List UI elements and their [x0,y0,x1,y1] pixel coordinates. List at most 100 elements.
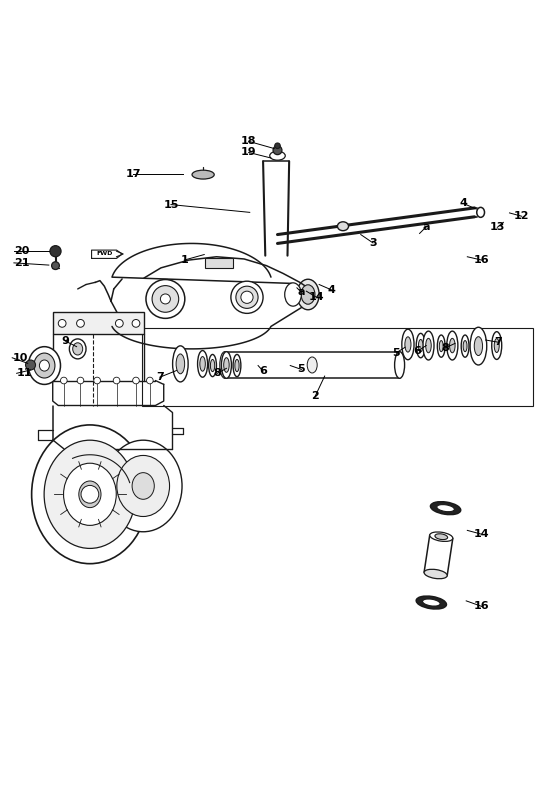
Ellipse shape [461,335,469,357]
Ellipse shape [440,341,443,352]
Ellipse shape [437,335,445,357]
Text: 18: 18 [241,136,256,146]
Ellipse shape [231,281,263,313]
Text: 9: 9 [62,336,69,346]
Ellipse shape [192,170,214,179]
Text: 4: 4 [328,285,336,295]
Ellipse shape [405,337,411,352]
Circle shape [113,377,120,384]
Circle shape [77,377,84,384]
Ellipse shape [44,440,135,548]
Ellipse shape [418,340,423,352]
Text: 16: 16 [474,602,490,611]
Text: 4: 4 [460,199,467,208]
Ellipse shape [173,345,188,382]
Circle shape [26,360,36,370]
Ellipse shape [152,285,179,312]
Ellipse shape [210,359,215,371]
Text: 5: 5 [392,348,400,358]
Text: 7: 7 [495,337,502,347]
Text: 14: 14 [309,292,324,303]
Circle shape [50,246,61,257]
Text: 6: 6 [259,366,267,376]
Ellipse shape [422,599,440,606]
Ellipse shape [463,341,467,352]
Text: 21: 21 [14,258,29,268]
Text: 8: 8 [442,343,450,353]
Ellipse shape [285,283,301,307]
Circle shape [275,143,280,148]
Circle shape [52,262,59,269]
Text: 10: 10 [12,353,28,363]
Ellipse shape [146,280,185,319]
Ellipse shape [435,534,448,539]
Ellipse shape [176,354,185,374]
Text: 1: 1 [180,255,188,265]
Ellipse shape [224,358,229,372]
Ellipse shape [160,294,170,304]
Text: 5: 5 [297,364,305,375]
Circle shape [81,486,99,503]
Ellipse shape [337,221,349,230]
Text: 17: 17 [125,169,141,178]
Text: 2: 2 [311,391,319,401]
Ellipse shape [241,291,253,303]
Ellipse shape [233,354,241,376]
Ellipse shape [395,352,405,378]
Ellipse shape [198,350,208,377]
Text: 16: 16 [474,255,490,265]
Ellipse shape [301,285,315,304]
Circle shape [147,377,153,384]
Ellipse shape [209,354,216,376]
Ellipse shape [200,357,205,371]
Polygon shape [205,259,233,268]
Ellipse shape [492,332,502,359]
Ellipse shape [431,502,461,515]
Ellipse shape [423,331,434,360]
Ellipse shape [236,286,258,308]
Ellipse shape [270,152,285,161]
Text: FWD: FWD [96,251,113,256]
Text: a: a [297,287,305,297]
Ellipse shape [297,279,319,310]
Text: 8: 8 [214,368,221,378]
Ellipse shape [495,339,500,353]
Text: 20: 20 [14,247,29,256]
Ellipse shape [474,337,483,355]
Polygon shape [53,312,144,334]
Ellipse shape [34,353,55,378]
Ellipse shape [235,359,239,371]
Circle shape [115,320,123,328]
Circle shape [60,377,67,384]
Ellipse shape [416,333,425,358]
Circle shape [132,320,140,328]
Ellipse shape [117,456,170,517]
Ellipse shape [477,208,485,217]
Ellipse shape [221,352,231,378]
Text: 13: 13 [490,222,505,232]
Text: a: a [422,221,430,232]
Ellipse shape [447,331,458,360]
Ellipse shape [132,473,154,500]
Circle shape [94,377,100,384]
Ellipse shape [69,339,86,359]
Ellipse shape [39,360,49,371]
Ellipse shape [416,596,446,609]
Ellipse shape [220,352,230,378]
Ellipse shape [430,532,453,542]
Ellipse shape [450,338,455,353]
Ellipse shape [437,504,455,512]
Text: 19: 19 [241,148,256,157]
Text: 6: 6 [413,346,421,356]
Text: 3: 3 [369,238,377,248]
Ellipse shape [402,329,414,360]
Ellipse shape [32,425,148,564]
Ellipse shape [426,338,431,353]
Ellipse shape [28,346,60,384]
Ellipse shape [63,463,117,526]
Text: 14: 14 [474,530,490,539]
Ellipse shape [307,357,317,373]
Ellipse shape [470,328,487,365]
Text: 15: 15 [163,200,179,209]
Ellipse shape [104,440,182,532]
